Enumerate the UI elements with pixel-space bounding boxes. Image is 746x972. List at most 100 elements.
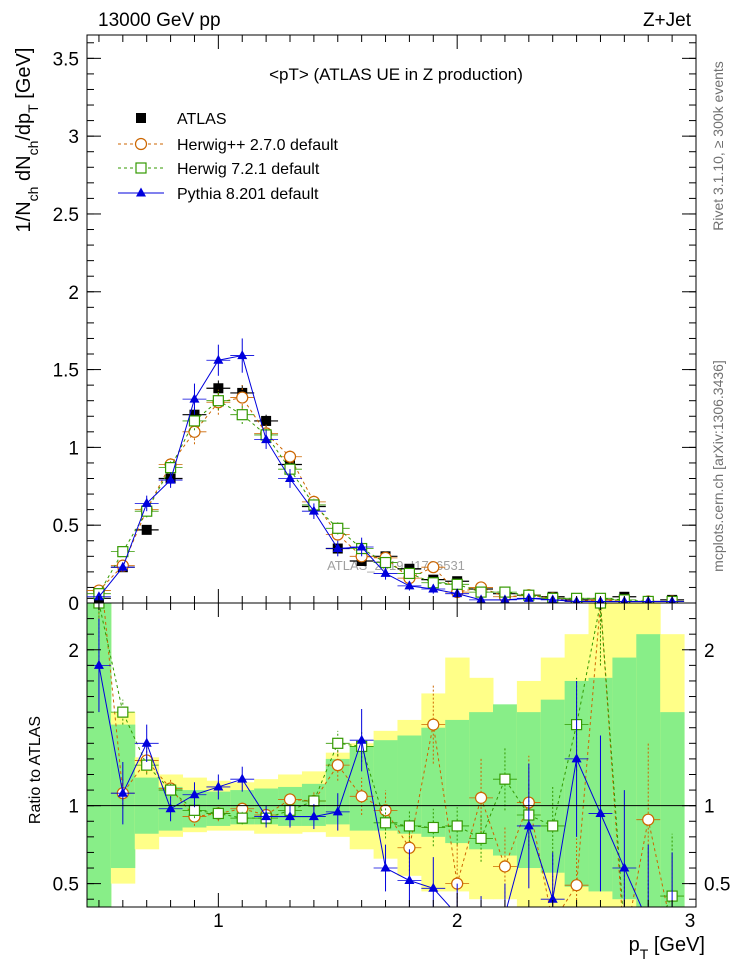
ratio-point — [642, 813, 655, 826]
x-axis-label: pT [GeV] — [629, 934, 705, 962]
ratio-y-tick-label: 2 — [68, 641, 79, 662]
data-point — [117, 546, 129, 558]
data-point — [285, 473, 295, 483]
ratio-point — [189, 789, 200, 799]
legend-marker — [134, 137, 148, 151]
y-tick-label: 2.5 — [53, 205, 79, 226]
legend-marker — [136, 187, 146, 197]
main-y-axis-label: 1/Nch dNch/dpT [GeV] — [13, 48, 41, 233]
x-tick-label: 1 — [213, 911, 224, 932]
ratio-point — [308, 811, 319, 821]
data-point — [332, 522, 344, 534]
ratio-series-2 — [87, 618, 677, 934]
ratio-point — [474, 791, 488, 804]
ratio-point — [283, 793, 297, 806]
data-point — [93, 591, 104, 601]
x-tick-label: 2 — [452, 911, 463, 932]
ratio-point — [427, 718, 440, 731]
side-label-mcplots: mcplots.cern.ch [arXiv:1306.3436] — [710, 360, 726, 572]
ratio-point — [476, 922, 486, 931]
data-point — [283, 450, 297, 463]
legend-label: Herwig++ 2.7.0 default — [177, 137, 339, 154]
legend-label: ATLAS — [177, 111, 227, 128]
data-point — [404, 580, 415, 590]
ratio-point — [643, 917, 653, 926]
ratio-y-tick-label-right: 2 — [704, 641, 715, 662]
data-point — [188, 425, 201, 438]
ratio-point — [212, 807, 224, 820]
legend-marker — [135, 162, 147, 174]
ratio-point — [547, 917, 558, 928]
ratio-point — [571, 753, 582, 763]
ratio-point — [164, 784, 177, 796]
ratio-point — [498, 860, 512, 873]
data-point — [236, 391, 249, 404]
ratio-point — [93, 659, 104, 669]
ratio-point — [404, 874, 415, 884]
ratio-point — [595, 807, 606, 817]
data-point — [141, 497, 152, 507]
data-point — [308, 505, 319, 515]
data-point — [212, 395, 224, 407]
ratio-point — [141, 737, 152, 747]
ratio-point — [213, 781, 224, 791]
data-point — [189, 393, 200, 403]
legend-marker — [136, 113, 146, 123]
ratio-point — [667, 925, 677, 934]
ratio-point — [500, 909, 510, 918]
legend-label: Herwig 7.2.1 default — [177, 161, 320, 178]
main-y-axis-title: 1/Nch dNch/dpT [GeV] — [13, 48, 41, 233]
ratio-point — [379, 817, 392, 829]
main-title: <pT> (ATLAS UE in Z production) — [269, 65, 523, 84]
ratio-point — [236, 812, 248, 824]
data-point — [451, 578, 463, 590]
ratio-point — [332, 737, 344, 749]
ratio-y-tick-label-right: 0.5 — [704, 875, 730, 896]
data-point — [332, 543, 343, 553]
ratio-point — [117, 706, 129, 718]
legend: ATLAS Herwig++ 2.7.0 default Herwig 7.2.1 … — [118, 111, 339, 203]
ratio-point — [475, 832, 487, 845]
ratio-point — [356, 734, 367, 744]
ratio-point — [499, 773, 511, 785]
ratio-point — [165, 803, 176, 813]
data-point — [403, 567, 416, 580]
analysis-watermark: ATLAS_2019_I1736531 — [327, 558, 465, 573]
y-tick-label: 1.5 — [53, 361, 79, 382]
ratio-point — [451, 820, 463, 832]
ratio-axis-ticks: 0.5 0.5 1 1 2 2 1 2 3 — [53, 602, 730, 932]
data-point — [356, 541, 367, 551]
data-point — [188, 415, 201, 427]
ratio-point — [93, 551, 104, 562]
data-point — [237, 350, 248, 360]
band-green — [397, 735, 422, 834]
data-point — [428, 583, 439, 593]
x-axis-title: pT [GeV] — [629, 934, 705, 962]
data-point — [379, 556, 392, 569]
data-point — [236, 409, 248, 421]
data-point — [427, 561, 440, 574]
main-series-layer — [87, 338, 685, 603]
data-point — [141, 524, 152, 535]
legend-label: Pythia 8.201 default — [177, 186, 319, 203]
ratio-point — [331, 759, 344, 772]
ratio-point — [523, 820, 534, 830]
ratio-point — [547, 893, 558, 903]
side-label-rivet: Rivet 3.1.10, ≥ 300k events — [710, 61, 726, 231]
ratio-y-tick-label: 1 — [68, 797, 79, 818]
ratio-point — [261, 811, 272, 821]
ratio-plot-frame — [86, 602, 697, 908]
data-point — [380, 567, 391, 577]
ratio-point — [237, 773, 248, 783]
data-point — [213, 354, 224, 364]
data-point — [261, 434, 272, 444]
ratio-series-layer — [87, 551, 685, 934]
ratio-point — [427, 821, 439, 834]
ratio-point — [285, 811, 295, 821]
ratio-point — [428, 882, 439, 892]
data-point — [213, 383, 224, 394]
ratio-y-tick-label-right: 1 — [704, 797, 715, 818]
ratio-point — [547, 820, 559, 832]
ratio-point — [117, 787, 128, 797]
